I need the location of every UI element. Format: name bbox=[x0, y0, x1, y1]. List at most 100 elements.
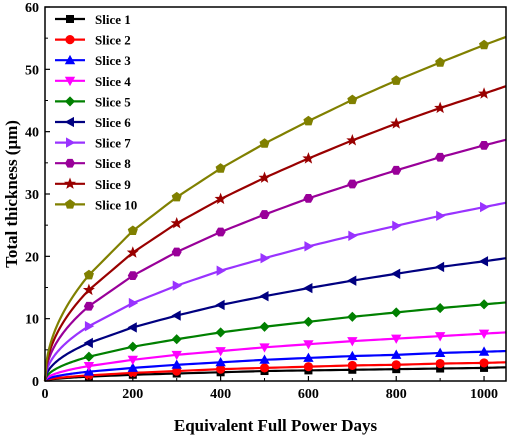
legend: Slice 1 Slice 2 Slice 3 Slice 4 Slice 5 Slice… bbox=[55, 12, 137, 212]
data-point-series-6 bbox=[215, 299, 225, 311]
legend-marker bbox=[64, 76, 76, 87]
data-point-series-7 bbox=[84, 320, 95, 332]
data-point-series-10 bbox=[303, 115, 314, 126]
data-point-series-2 bbox=[259, 363, 270, 373]
x-tick-label: 200 bbox=[122, 387, 143, 402]
x-tick-label: 800 bbox=[386, 387, 407, 402]
y-tick-label: 10 bbox=[25, 313, 39, 328]
data-point-series-3 bbox=[259, 354, 270, 364]
data-point-series-4 bbox=[83, 362, 95, 372]
data-point-series-8 bbox=[171, 247, 182, 257]
data-point-series-9 bbox=[170, 216, 183, 229]
series-line-10 bbox=[43, 35, 507, 382]
data-point-series-2 bbox=[303, 362, 314, 372]
data-point-series-9 bbox=[478, 87, 491, 99]
data-point-series-10 bbox=[347, 94, 358, 105]
legend-label: Slice 7 bbox=[95, 136, 131, 151]
series-line-4 bbox=[44, 331, 507, 382]
data-point-series-7 bbox=[216, 265, 226, 276]
data-point-series-10 bbox=[391, 75, 402, 85]
data-point-series-6 bbox=[347, 275, 357, 286]
data-point-series-9 bbox=[258, 171, 271, 183]
data-point-series-4 bbox=[391, 334, 402, 344]
legend-marker bbox=[66, 137, 76, 148]
data-point-series-5 bbox=[215, 327, 226, 338]
series-markers bbox=[82, 39, 491, 381]
data-point-series-5 bbox=[83, 351, 94, 362]
data-point-series-3 bbox=[478, 346, 490, 356]
data-point-series-4 bbox=[171, 350, 182, 361]
data-point-series-10 bbox=[435, 57, 446, 67]
data-point-series-6 bbox=[303, 282, 313, 294]
data-point-series-2 bbox=[391, 360, 401, 370]
legend-marker bbox=[63, 177, 77, 189]
data-point-series-9 bbox=[346, 134, 359, 146]
x-tick-label: 1000 bbox=[470, 387, 498, 402]
data-point-series-9 bbox=[126, 246, 139, 258]
data-point-series-4 bbox=[259, 343, 270, 353]
data-point-series-10 bbox=[127, 225, 138, 236]
data-point-series-5 bbox=[303, 316, 314, 327]
data-point-series-9 bbox=[302, 152, 315, 164]
data-point-series-9 bbox=[434, 101, 447, 114]
data-point-series-10 bbox=[259, 138, 270, 148]
data-point-series-10 bbox=[83, 269, 94, 280]
legend-label: Slice 10 bbox=[95, 197, 137, 212]
y-tick-label: 30 bbox=[25, 188, 39, 203]
data-point-series-8 bbox=[259, 210, 270, 219]
data-point-series-8 bbox=[391, 165, 402, 175]
x-axis-title: Equivalent Full Power Days bbox=[174, 416, 378, 435]
data-point-series-4 bbox=[478, 329, 490, 339]
legend-marker bbox=[66, 14, 75, 23]
y-tick-label: 60 bbox=[25, 1, 39, 16]
data-point-series-6 bbox=[171, 310, 181, 321]
data-point-series-9 bbox=[390, 117, 403, 129]
data-point-series-7 bbox=[436, 210, 446, 221]
y-tick-label: 20 bbox=[25, 250, 39, 265]
legend-marker bbox=[64, 54, 76, 65]
data-point-series-5 bbox=[478, 299, 490, 310]
data-point-series-6 bbox=[390, 268, 401, 279]
data-point-series-6 bbox=[127, 322, 137, 333]
data-point-series-4 bbox=[303, 340, 314, 350]
legend-label: Slice 9 bbox=[95, 177, 131, 192]
data-point-series-4 bbox=[347, 337, 358, 347]
legend-label: Slice 5 bbox=[95, 94, 131, 109]
data-point-series-5 bbox=[435, 303, 446, 314]
data-point-series-8 bbox=[478, 140, 490, 150]
data-point-series-6 bbox=[478, 256, 489, 267]
data-point-series-5 bbox=[391, 307, 402, 318]
data-point-series-4 bbox=[127, 355, 138, 366]
x-tick-label: 600 bbox=[298, 387, 319, 402]
legend-label: Slice 4 bbox=[95, 74, 131, 89]
y-tick-label: 40 bbox=[25, 126, 39, 141]
series-line-2 bbox=[44, 361, 507, 382]
data-point-series-2 bbox=[479, 358, 489, 368]
data-point-series-7 bbox=[128, 297, 139, 309]
data-point-series-3 bbox=[347, 350, 358, 361]
data-point-series-3 bbox=[434, 347, 446, 357]
data-point-series-8 bbox=[127, 271, 138, 281]
legend-label: Slice 2 bbox=[95, 33, 131, 48]
data-point-series-3 bbox=[215, 356, 226, 367]
x-tick-label: 400 bbox=[210, 387, 231, 402]
legend-label: Slice 3 bbox=[95, 53, 131, 68]
series-curves bbox=[43, 35, 507, 382]
series-line-7 bbox=[43, 201, 507, 382]
series-line-3 bbox=[44, 349, 507, 382]
data-point-series-9 bbox=[82, 283, 95, 296]
legend-marker bbox=[65, 34, 75, 45]
legend-marker bbox=[64, 96, 76, 107]
data-point-series-5 bbox=[259, 321, 270, 332]
data-point-series-5 bbox=[127, 341, 138, 352]
y-axis-title: Total thickness (μm) bbox=[2, 120, 21, 268]
y-tick-label: 50 bbox=[25, 63, 39, 78]
data-point-series-6 bbox=[83, 337, 93, 349]
data-point-series-8 bbox=[435, 152, 446, 162]
legend-label: Slice 6 bbox=[95, 115, 131, 130]
data-point-series-3 bbox=[391, 349, 402, 359]
data-point-series-7 bbox=[172, 280, 183, 291]
data-point-series-10 bbox=[215, 163, 226, 173]
legend-label: Slice 1 bbox=[95, 12, 131, 27]
